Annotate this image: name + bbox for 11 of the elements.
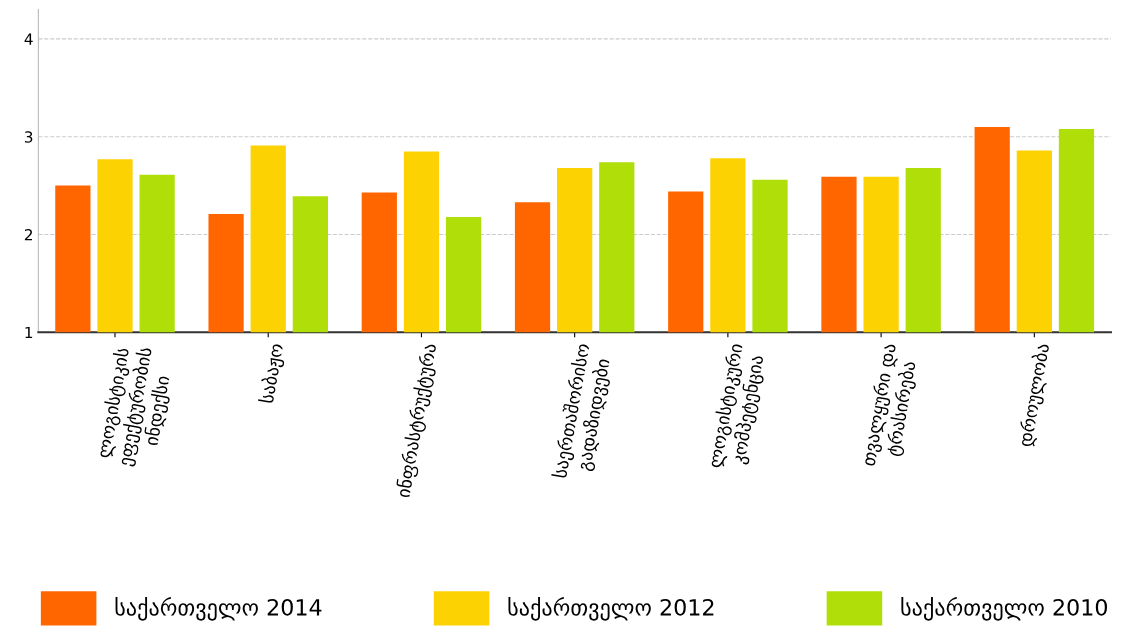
y-tick-label: 4: [24, 33, 33, 45]
x-tick-label: თვალყური და ტრასირება: [859, 342, 920, 467]
y-tick-label: 1: [25, 326, 33, 339]
x-tick-label: დროულობა: [1016, 342, 1054, 448]
legend-label: საქართველო 2014: [115, 596, 322, 621]
y-tick-label: 2: [24, 228, 32, 241]
y-tick-label: 3: [24, 131, 33, 143]
x-tick-label: ლოგისტიკის ეფექტურობის ინდექსი: [94, 346, 174, 467]
x-tick-label: საბაჟო: [257, 342, 288, 404]
legend-label: საქართველო 2012: [508, 596, 714, 621]
legend-label: საქართველო 2010: [901, 596, 1108, 621]
